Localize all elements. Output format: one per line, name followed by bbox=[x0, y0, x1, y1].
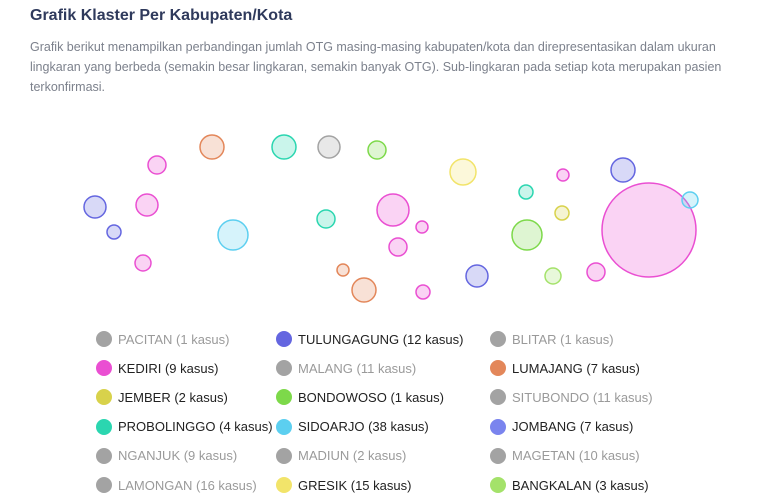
legend-label: BONDOWOSO (1 kasus) bbox=[298, 389, 444, 405]
legend-swatch bbox=[96, 389, 112, 406]
legend-item[interactable]: MALANG (11 kasus) bbox=[276, 358, 416, 378]
legend-swatch bbox=[276, 360, 292, 377]
bubble bbox=[554, 205, 570, 221]
legend-item[interactable]: JEMBER (2 kasus) bbox=[96, 387, 228, 407]
legend-swatch bbox=[96, 418, 112, 435]
legend-swatch bbox=[96, 477, 112, 493]
legend-swatch bbox=[276, 389, 292, 406]
bubble bbox=[316, 209, 336, 229]
legend-label: SITUBONDO (11 kasus) bbox=[512, 389, 653, 405]
legend-item[interactable]: TULUNGAGUNG (12 kasus) bbox=[276, 329, 463, 349]
legend-item[interactable]: MAGETAN (10 kasus) bbox=[490, 446, 640, 466]
legend-item[interactable]: GRESIK (15 kasus) bbox=[276, 475, 411, 495]
legend-label: MADIUN (2 kasus) bbox=[298, 448, 407, 464]
legend-swatch bbox=[490, 418, 506, 435]
legend-item[interactable]: JOMBANG (7 kasus) bbox=[490, 417, 633, 437]
legend-item[interactable]: KEDIRI (9 kasus) bbox=[96, 358, 218, 378]
legend-item[interactable]: BONDOWOSO (1 kasus) bbox=[276, 387, 444, 407]
legend-swatch bbox=[276, 331, 292, 347]
bubble bbox=[511, 219, 543, 251]
legend-label: LAMONGAN (16 kasus) bbox=[118, 477, 257, 493]
legend-item[interactable]: LUMAJANG (7 kasus) bbox=[490, 358, 640, 378]
legend-item[interactable]: NGANJUK (9 kasus) bbox=[96, 446, 237, 466]
bubble bbox=[544, 267, 562, 285]
legend-label: PROBOLINGGO (4 kasus) bbox=[118, 419, 273, 435]
bubble bbox=[556, 168, 570, 182]
bubble bbox=[134, 254, 152, 272]
legend-label: BANGKALAN (3 kasus) bbox=[512, 477, 649, 493]
bubble bbox=[336, 263, 350, 277]
bubbles bbox=[83, 134, 699, 303]
legend-label: SIDOARJO (38 kasus) bbox=[298, 419, 429, 435]
legend-item[interactable]: PACITAN (1 kasus) bbox=[96, 329, 229, 349]
bubble bbox=[415, 284, 431, 300]
legend-swatch bbox=[96, 360, 112, 377]
legend-label: KEDIRI (9 kasus) bbox=[118, 360, 219, 376]
legend-item[interactable]: SIDOARJO (38 kasus) bbox=[276, 417, 429, 437]
bubble bbox=[106, 224, 122, 240]
bubble bbox=[610, 157, 636, 183]
legend-swatch bbox=[276, 418, 292, 435]
legend-swatch bbox=[490, 447, 506, 464]
bubble bbox=[449, 158, 477, 186]
bubble bbox=[135, 193, 159, 217]
bubble bbox=[271, 134, 297, 160]
legend-swatch bbox=[490, 331, 506, 347]
legend-item[interactable]: SITUBONDO (11 kasus) bbox=[490, 387, 653, 407]
bubble bbox=[388, 237, 408, 257]
bubble bbox=[601, 182, 697, 278]
bubble bbox=[199, 134, 225, 160]
bubble bbox=[681, 191, 699, 209]
legend-item[interactable]: BANGKALAN (3 kasus) bbox=[490, 475, 649, 495]
legend-swatch bbox=[96, 331, 112, 347]
bubble bbox=[367, 140, 387, 160]
bubble bbox=[415, 220, 429, 234]
legend-swatch bbox=[490, 477, 506, 493]
section-title: Grafik Klaster Per Kabupaten/Kota bbox=[30, 7, 293, 24]
legend-item[interactable]: LAMONGAN (16 kasus) bbox=[96, 475, 257, 495]
bubble bbox=[217, 219, 249, 251]
legend-label: BLITAR (1 kasus) bbox=[512, 331, 614, 347]
bubble bbox=[586, 262, 606, 282]
legend-swatch bbox=[490, 360, 506, 377]
legend-label: MAGETAN (10 kasus) bbox=[512, 448, 640, 464]
legend-item[interactable]: BLITAR (1 kasus) bbox=[490, 329, 614, 349]
legend-label: JEMBER (2 kasus) bbox=[118, 389, 228, 405]
legend-item[interactable]: PROBOLINGGO (4 kasus) bbox=[96, 417, 273, 437]
legend-swatch bbox=[276, 447, 292, 464]
legend-swatch bbox=[490, 389, 506, 406]
bubble bbox=[518, 184, 534, 200]
legend-label: GRESIK (15 kasus) bbox=[298, 477, 412, 493]
legend-label: PACITAN (1 kasus) bbox=[118, 331, 230, 347]
bubble bbox=[147, 155, 167, 175]
bubble bbox=[317, 135, 341, 159]
legend-swatch bbox=[96, 447, 112, 464]
bubble bbox=[83, 195, 107, 219]
bubble bbox=[465, 264, 489, 288]
legend-label: TULUNGAGUNG (12 kasus) bbox=[298, 331, 464, 347]
legend-item[interactable]: MADIUN (2 kasus) bbox=[276, 446, 406, 466]
section-description: Grafik berikut menampilkan perbandingan … bbox=[30, 40, 722, 94]
legend-label: JOMBANG (7 kasus) bbox=[512, 419, 634, 435]
legend-swatch bbox=[276, 477, 292, 493]
legend-label: LUMAJANG (7 kasus) bbox=[512, 360, 640, 376]
bubble bbox=[351, 277, 377, 303]
cluster-chart bbox=[83, 134, 699, 303]
bubble bbox=[376, 193, 410, 227]
legend-label: NGANJUK (9 kasus) bbox=[118, 448, 238, 464]
legend-label: MALANG (11 kasus) bbox=[298, 360, 417, 376]
